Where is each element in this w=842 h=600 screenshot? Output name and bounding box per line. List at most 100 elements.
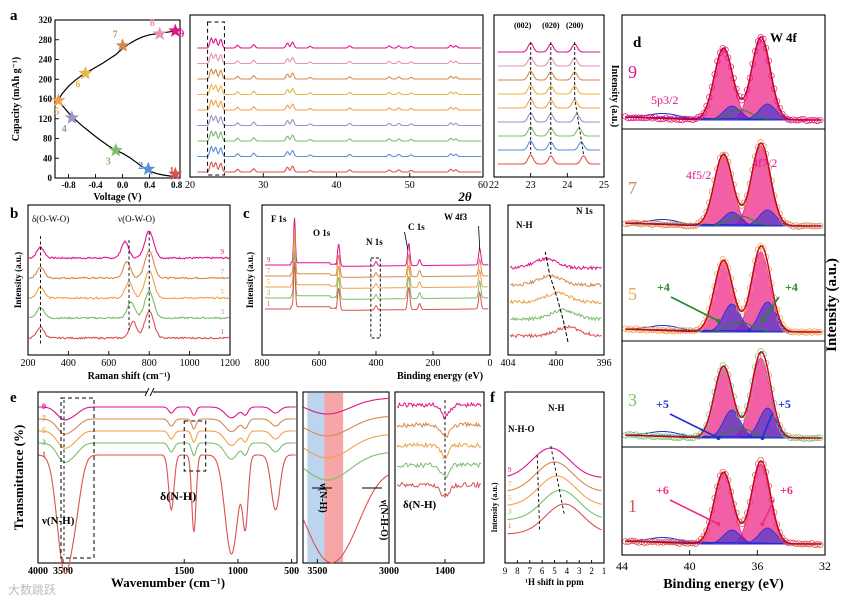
annotation-arrow (670, 296, 719, 322)
series-label: 1 (221, 328, 225, 336)
measured-point (741, 305, 748, 312)
n1s-spectrum (509, 290, 602, 305)
x-tick-label: 9 (503, 566, 508, 576)
x-tick-label: 3500 (53, 566, 73, 577)
xrd-pattern (197, 98, 482, 111)
y-tick-label: 320 (39, 15, 53, 25)
x-tick-label: 800 (142, 358, 157, 369)
state-annotation: 4f7/2 (752, 156, 777, 170)
x-tick-label: 404 (501, 358, 516, 369)
panel-label-c: c (243, 206, 250, 222)
annotation-arrow (478, 225, 481, 251)
xrd-zoom-pattern (497, 140, 601, 151)
x-tick-label: 400 (549, 358, 564, 369)
state-marker (115, 38, 130, 52)
nh-stretch-shade (307, 393, 325, 562)
measured-point (716, 261, 724, 269)
nh-stretch-zoom-box (60, 397, 95, 559)
element-annotation: F 1s (271, 214, 287, 224)
w4f-title: W 4f (770, 30, 798, 45)
x-tick-label: 44 (616, 559, 628, 573)
y-axis-label: Intensity (a.u.) (490, 482, 499, 532)
raman-axes (27, 204, 231, 356)
measured-point (760, 35, 767, 43)
y-tick-label: 240 (39, 55, 53, 65)
measured-point (700, 427, 708, 434)
measured-point (703, 102, 710, 110)
x-tick-label: 3000 (379, 566, 399, 577)
ftir-zoom-axes (302, 391, 390, 564)
n1s-zoom-box (370, 257, 381, 339)
xrd-pattern (197, 52, 482, 65)
state-annotation: +4 (657, 280, 670, 294)
x-tick-label: 1500 (174, 566, 194, 577)
ftir-zoom-spectrum (303, 452, 388, 481)
xrd-axes (189, 14, 484, 178)
x-axis-label: Binding energy (eV) (663, 577, 784, 592)
series-label: 5 (42, 426, 46, 435)
x-tick-label: -0.4 (88, 180, 103, 190)
measured-point (776, 210, 783, 217)
y-tick-label: 200 (39, 74, 53, 84)
nmr-spectrum (507, 503, 602, 535)
x-tick-label: 400 (369, 358, 384, 369)
measured-point (776, 315, 783, 322)
peak-annotation: N-H-O (508, 424, 535, 434)
x-tick-label: 22 (489, 180, 499, 191)
state-marker-label: 2 (138, 161, 143, 172)
peak-guide (574, 42, 584, 155)
nmr-spectrum (507, 475, 602, 506)
measured-point (776, 104, 783, 112)
sample-label: 3 (628, 390, 637, 410)
x-tick-label: 200 (426, 358, 441, 369)
series-label: 3 (221, 308, 225, 316)
measured-point (700, 532, 708, 540)
state-annotation: +4 (785, 280, 798, 294)
n1s-spectrum (509, 324, 602, 340)
fit-envelope (625, 245, 822, 333)
x-tick-label: 600 (312, 358, 327, 369)
measured-point (700, 320, 708, 327)
x-tick-label: 4000 (28, 566, 48, 577)
x-tick-label: 500 (284, 566, 299, 577)
state-annotation: 4f5/2 (686, 168, 711, 182)
panel-label-b: b (10, 206, 18, 222)
band-annotation: ν(N-H) (41, 515, 75, 527)
ftir-bend-spectrum (396, 461, 482, 479)
fit-envelope (625, 36, 822, 121)
y-tick-label: 40 (43, 153, 53, 163)
measured-point (760, 461, 767, 468)
measured-point (776, 529, 783, 536)
state-marker (78, 65, 93, 80)
ftir-zoom-spectrum (303, 397, 388, 415)
sample-label: 9 (628, 62, 637, 82)
axis-break (144, 387, 150, 397)
y-tick-label: 280 (39, 35, 53, 45)
y-axis-label: Intensity (a.u.) (824, 258, 840, 352)
measured-point (741, 93, 748, 100)
series-label: 1 (508, 522, 512, 530)
x-tick-label: 3 (577, 566, 582, 576)
raman-spectrum (28, 289, 230, 320)
measured-point (781, 431, 789, 439)
measured-point (741, 516, 748, 523)
measured-point (741, 199, 748, 206)
fit-envelope (625, 142, 822, 227)
state-marker-label: 4 (62, 124, 67, 135)
y-axis-label: Intensity (a.u.) (13, 252, 23, 308)
raman-spectrum (28, 230, 230, 260)
state-marker (51, 93, 66, 107)
state-marker-label: 6 (75, 79, 80, 90)
mode-annotation: ν(O-W-O) (118, 214, 155, 224)
measured-point (703, 527, 710, 534)
xrd-zoom-axes (493, 14, 605, 178)
series-label: 7 (267, 267, 271, 275)
peak-shift-guide (544, 251, 569, 343)
peak-annotation: N-H (548, 403, 565, 413)
measured-point (722, 259, 729, 266)
x-tick-label: 32 (819, 559, 831, 573)
arrow-head (760, 319, 765, 323)
x-tick-label: 7 (528, 566, 533, 576)
measured-point (744, 509, 751, 517)
bond-annotation: N-H (516, 220, 533, 230)
